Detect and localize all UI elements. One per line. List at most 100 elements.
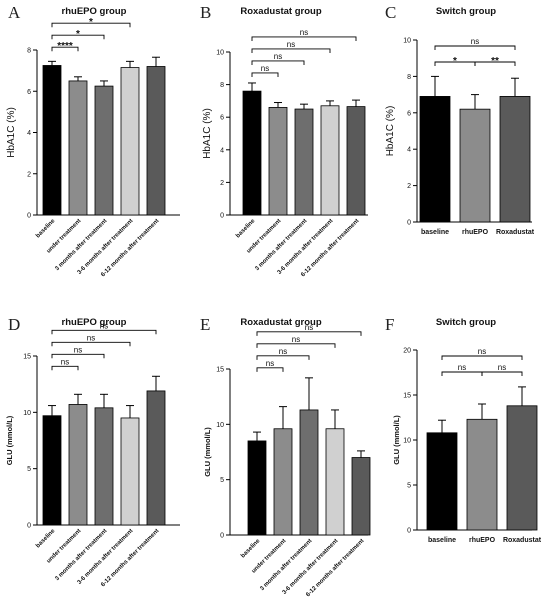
y-tick-label: 2	[220, 180, 224, 187]
chart-title: rhuEPO group	[62, 317, 127, 328]
panel-b: B Roxadustat group 0 2 4 6 8 10 HbA1C (%) baselin…	[200, 3, 368, 278]
significance-bracket	[481, 371, 523, 376]
panel-letter: A	[8, 3, 21, 22]
x-tick-label: rhuEPO	[469, 537, 496, 544]
bar-3-6-months-after-treatment	[320, 105, 340, 216]
bar-roxadustat	[499, 96, 531, 223]
y-tick-label: 0	[220, 533, 224, 540]
y-tick-label: 4	[407, 147, 411, 154]
bar-baseline	[42, 65, 62, 216]
y-tick-label: 6	[407, 110, 411, 117]
bar-under-treatment	[268, 107, 288, 216]
y-tick-label: 2	[407, 183, 411, 190]
x-tick-label: 3 months after treatment	[259, 538, 313, 592]
chart-title: Roxadustat group	[240, 317, 321, 328]
bar-under-treatment	[68, 404, 88, 526]
significance-bracket	[441, 371, 483, 376]
bar-3-months-after-treatment	[294, 108, 314, 216]
bar-baseline	[426, 432, 458, 531]
panel-letter: E	[200, 315, 210, 334]
significance-bracket	[434, 45, 516, 50]
significance-label: ns	[458, 363, 466, 372]
bar-3-months-after-treatment	[299, 409, 319, 536]
bar-baseline	[42, 415, 62, 526]
y-tick-label: 15	[216, 367, 224, 374]
y-tick-label: 2	[27, 171, 31, 178]
y-axis-label: GLU (mmol/L)	[392, 415, 401, 465]
bar-6-12-months-after-treatment	[146, 390, 166, 526]
significance-bracket	[51, 22, 131, 28]
significance-label: ns	[100, 321, 108, 330]
bar-baseline	[242, 90, 262, 216]
x-tick-label: baseline	[35, 528, 57, 550]
bar-3-6-months-after-treatment	[325, 428, 345, 536]
y-tick-label: 15	[403, 393, 411, 400]
y-axis-label: GLU (mmol/L)	[203, 427, 212, 477]
bar-under-treatment	[273, 428, 293, 536]
y-tick-label: 0	[407, 220, 411, 227]
x-tick-label: baseline	[421, 229, 449, 236]
x-tick-label: 6-12 months after treatment	[300, 218, 360, 278]
chart-title: Switch group	[436, 317, 496, 328]
significance-label: **	[491, 56, 499, 67]
y-axis-label: HbA1C (%)	[6, 107, 17, 158]
x-tick-label: rhuEPO	[462, 229, 489, 236]
panel-letter: B	[200, 3, 211, 22]
chart-title: rhuEPO group	[62, 6, 127, 17]
significance-bracket	[51, 329, 157, 335]
y-tick-label: 6	[27, 89, 31, 96]
y-tick-label: 8	[407, 74, 411, 81]
x-tick-label: 3 months after treatment	[254, 218, 308, 272]
y-axis-label: HbA1C (%)	[385, 106, 396, 157]
significance-label: ns	[300, 28, 308, 37]
bar-6-12-months-after-treatment	[146, 66, 166, 216]
significance-label: ns	[261, 64, 269, 73]
significance-bracket	[256, 355, 310, 360]
significance-label: ns	[279, 347, 287, 356]
panel-e: E Roxadustat group 0 5 10 15 GLU (mmol/L) basel…	[200, 315, 371, 598]
significance-bracket	[251, 72, 279, 77]
panel-f: F Switch group 0 5 10 15 20 GLU (mmol/L) baselin…	[385, 315, 542, 544]
panel-letter: C	[385, 3, 396, 22]
x-tick-label: 6-12 months after treatment	[100, 528, 160, 588]
bar-3-months-after-treatment	[94, 85, 114, 216]
x-tick-label: Roxadustat	[496, 229, 535, 236]
y-tick-label: 8	[220, 82, 224, 89]
significance-bracket	[256, 331, 362, 336]
bar-6-12-months-after-treatment	[351, 457, 371, 536]
bar-rhuepo	[466, 418, 498, 531]
significance-bracket	[256, 367, 284, 372]
significance-label: ns	[305, 323, 313, 332]
significance-bracket	[251, 36, 357, 41]
x-tick-label: 6-12 months after treatment	[100, 218, 160, 278]
x-tick-label: 3-6 months after treatment	[282, 538, 340, 596]
panel-letter: D	[8, 315, 20, 334]
significance-bracket	[251, 48, 331, 53]
y-tick-label: 15	[23, 354, 31, 361]
x-tick-label: 3-6 months after treatment	[277, 218, 335, 276]
significance-label: ns	[87, 333, 95, 342]
y-tick-label: 0	[27, 213, 31, 220]
bar-roxadustat	[506, 405, 538, 531]
significance-label: *	[453, 56, 457, 67]
y-tick-label: 4	[220, 147, 224, 154]
y-tick-label: 10	[23, 410, 31, 417]
bar-rhuepo	[459, 108, 491, 223]
significance-label: ****	[57, 41, 73, 52]
y-tick-label: 8	[27, 48, 31, 55]
x-tick-label: 3-6 months after treatment	[77, 218, 135, 276]
y-tick-label: 5	[220, 477, 224, 484]
y-tick-label: 0	[220, 213, 224, 220]
significance-label: ns	[471, 37, 479, 46]
bar-3-months-after-treatment	[94, 407, 114, 526]
significance-label: ns	[74, 345, 82, 354]
bar-under-treatment	[68, 80, 88, 216]
significance-label: ns	[61, 357, 69, 366]
significance-label: ns	[266, 359, 274, 368]
significance-label: ns	[478, 347, 486, 356]
significance-label: ns	[274, 52, 282, 61]
x-tick-label: baseline	[235, 218, 257, 240]
